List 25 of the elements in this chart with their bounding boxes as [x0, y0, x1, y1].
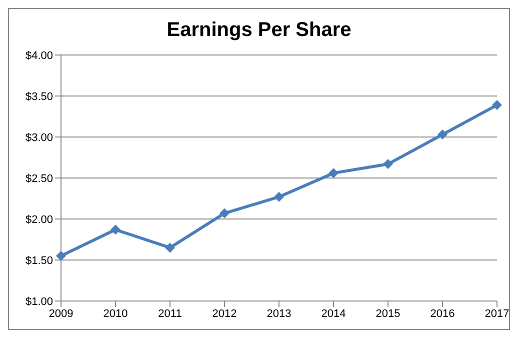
- point: [492, 100, 502, 110]
- x-tick-label: 2012: [212, 308, 237, 320]
- y-tick-label: $2.50: [25, 172, 53, 185]
- x-tick-label: 2015: [376, 308, 400, 320]
- x-tick-label: 2010: [103, 308, 128, 320]
- chart-title: Earnings Per Share: [166, 19, 352, 43]
- x-tick-label: 2013: [266, 308, 292, 320]
- y-tick-label: $1.50: [25, 254, 53, 267]
- point: [165, 242, 175, 253]
- point: [110, 224, 120, 235]
- point: [383, 159, 393, 170]
- point: [220, 208, 230, 218]
- y-tick-label: $2.00: [25, 214, 53, 226]
- x-tick-label: 2011: [158, 308, 182, 320]
- point: [328, 168, 338, 178]
- x-tick-label: 2009: [48, 308, 74, 320]
- y-tick-label: $3.50: [25, 90, 53, 103]
- point: [438, 130, 448, 140]
- x-tick-label: 2016: [430, 308, 455, 320]
- x-tick-label: 2017: [484, 308, 510, 320]
- point: [274, 192, 284, 202]
- y-tick-label: $1.00: [25, 296, 53, 308]
- y-tick-label: $4.00: [25, 50, 53, 62]
- y-tick-label: $3.00: [25, 132, 53, 144]
- x-tick-label: 2014: [321, 308, 346, 320]
